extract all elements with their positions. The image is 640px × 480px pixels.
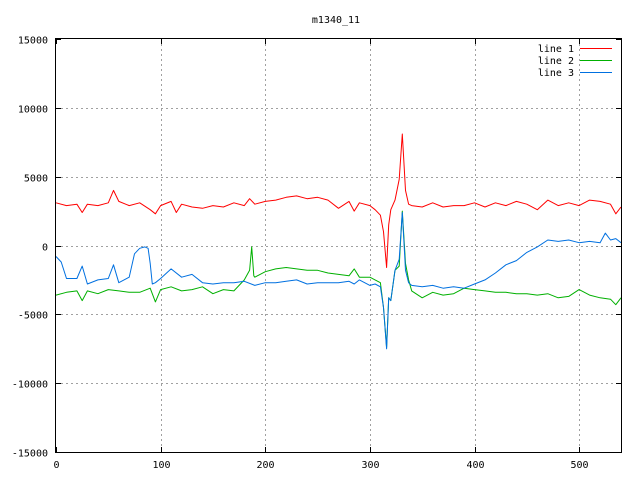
y-tick-label: -15000	[12, 449, 48, 460]
x-tick-label: 100	[152, 460, 170, 471]
x-tick-label: 300	[361, 460, 379, 471]
legend-label-3: line 3	[538, 68, 574, 79]
y-tick-label: 10000	[18, 105, 48, 116]
x-tick-label: 0	[53, 460, 59, 471]
y-tick-label: 15000	[18, 36, 48, 47]
series-line-2	[55, 210, 622, 348]
series-line-1	[55, 133, 622, 268]
legend-label-2: line 2	[538, 56, 574, 67]
y-tick-label: -5000	[18, 311, 48, 322]
grid	[56, 39, 621, 452]
y-tick-label: 0	[42, 243, 48, 254]
plot-frame	[55, 38, 622, 453]
x-tick-label: 400	[466, 460, 484, 471]
chart-title: m1340_11	[312, 15, 360, 26]
legend-label-1: line 1	[538, 44, 574, 55]
series-line-3	[55, 212, 622, 350]
axis-ticks: 0 100 200 300 400 500 -15000 -10000 -5000 0 5000 10…	[12, 36, 621, 471]
y-tick-label: 5000	[24, 174, 48, 185]
y-tick-label: -10000	[12, 380, 48, 391]
x-tick-label: 200	[256, 460, 274, 471]
series-lines	[55, 133, 622, 350]
x-tick-label: 500	[570, 460, 588, 471]
